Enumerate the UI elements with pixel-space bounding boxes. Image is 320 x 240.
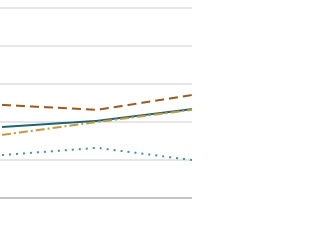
line-series (1, 108, 193, 128)
line-series (1, 94, 193, 111)
line-series (1, 146, 193, 161)
line-series (1, 108, 193, 136)
chart (0, 7, 193, 199)
